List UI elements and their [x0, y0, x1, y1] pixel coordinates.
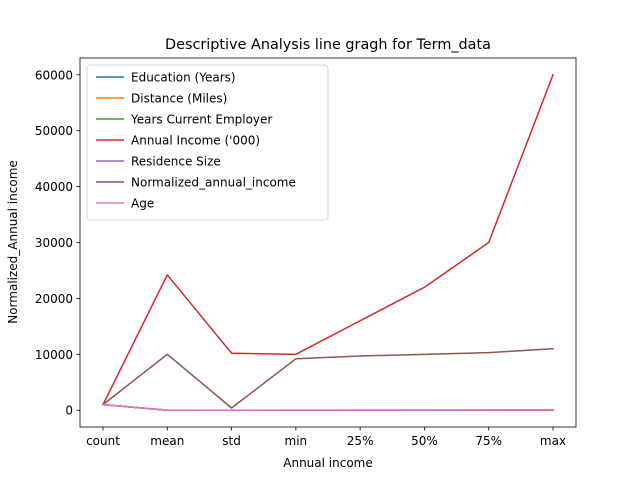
y-tick-label: 20000: [35, 292, 73, 306]
y-tick-label: 50000: [35, 124, 73, 138]
x-axis-label: Annual income: [283, 456, 372, 470]
x-tick-label: 75%: [475, 434, 502, 448]
legend-label-5: Normalized_annual_income: [131, 176, 296, 190]
y-tick-label: 60000: [35, 68, 73, 82]
legend-label-1: Distance (Miles): [131, 92, 227, 106]
legend-label-2: Years Current Employer: [130, 113, 272, 127]
y-tick-label: 30000: [35, 236, 73, 250]
series-layer: [101, 73, 554, 411]
series-line-3: [101, 73, 554, 406]
x-tick-label: 25%: [347, 434, 374, 448]
legend-label-4: Residence Size: [131, 155, 221, 169]
x-tick-label: 50%: [411, 434, 438, 448]
legend-label-6: Age: [131, 197, 154, 211]
x-tick-label: count: [86, 434, 120, 448]
y-axis: 0 10000 20000 30000 40000 50000 60000: [35, 68, 80, 418]
x-tick-label: mean: [150, 434, 184, 448]
chart-title: Descriptive Analysis line gragh for Term…: [165, 37, 491, 53]
x-tick-label: std: [222, 434, 241, 448]
legend: Education (Years) Distance (Miles) Years C…: [86, 64, 329, 221]
x-tick-label: min: [285, 434, 308, 448]
series-line-5: [101, 347, 554, 409]
x-axis: count mean std min 25% 50% 75% max: [86, 427, 566, 448]
legend-box: [86, 64, 329, 221]
y-axis-label: Normalized_Annual income: [6, 160, 20, 324]
legend-label-0: Education (Years): [131, 71, 236, 85]
y-tick-label: 10000: [35, 348, 73, 362]
y-tick-label: 0: [65, 404, 73, 418]
legend-label-3: Annual Income ('000): [131, 134, 260, 148]
series-line-6: [102, 403, 554, 411]
x-tick-label: max: [540, 434, 566, 448]
y-tick-label: 40000: [35, 180, 73, 194]
